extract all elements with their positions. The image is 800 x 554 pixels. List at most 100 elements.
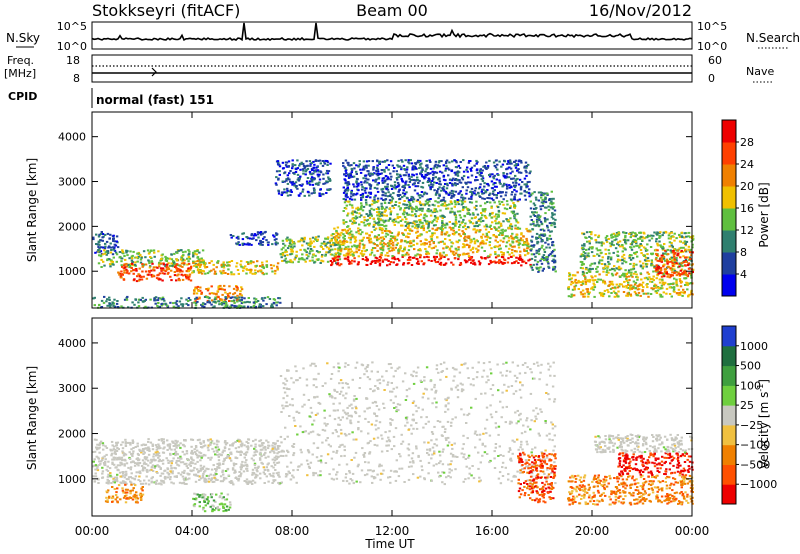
nsearch-label: N.Search xyxy=(746,31,800,45)
scatter-cell xyxy=(394,201,398,203)
scatter-cell xyxy=(298,177,301,180)
scatter-cell xyxy=(489,253,492,256)
scatter-cell xyxy=(378,259,381,261)
scatter-cell xyxy=(580,284,583,286)
scatter-cell xyxy=(441,220,444,222)
scatter-cell xyxy=(657,265,661,268)
scatter-cell xyxy=(605,235,609,238)
scatter-cell xyxy=(415,220,418,223)
scatter-cell xyxy=(507,220,511,223)
scatter-cell xyxy=(240,463,243,466)
scatter-cell xyxy=(397,221,400,224)
scatter-cell xyxy=(582,295,585,298)
scatter-cell xyxy=(673,248,676,251)
scatter-cell xyxy=(278,163,281,166)
scatter-cell xyxy=(140,278,144,281)
scatter-cell xyxy=(380,243,384,246)
scatter-cell xyxy=(461,253,465,256)
scatter-cell xyxy=(310,176,314,179)
scatter-cell xyxy=(344,246,347,249)
scatter-cell xyxy=(488,194,491,197)
scatter-cell xyxy=(613,286,617,289)
scatter-cell xyxy=(535,237,538,240)
scatter-cell xyxy=(403,168,406,170)
scatter-cell xyxy=(210,303,213,306)
scatter-cell xyxy=(142,250,146,253)
scatter-cell xyxy=(400,166,403,169)
scatter-cell xyxy=(610,272,614,275)
scatter-cell xyxy=(469,258,472,261)
scatter-cell xyxy=(533,244,536,247)
scatter-cell xyxy=(335,256,338,259)
scatter-cell xyxy=(492,176,495,179)
scatter-cell xyxy=(322,173,325,176)
scatter-cell xyxy=(448,193,451,196)
scatter-cell xyxy=(594,234,597,237)
scatter-cell xyxy=(254,305,258,308)
scatter-cell xyxy=(678,274,682,277)
scatter-cell xyxy=(417,194,421,197)
scatter-cell xyxy=(150,275,154,278)
scatter-cell xyxy=(506,251,509,254)
scatter-cell xyxy=(291,165,294,168)
scatter-cell xyxy=(388,244,391,247)
scatter-cell xyxy=(541,204,544,207)
scatter-cell xyxy=(523,183,526,186)
scatter-cell xyxy=(351,233,354,236)
scatter-cell xyxy=(293,258,296,261)
scatter-cell xyxy=(420,185,423,188)
scatter-cell xyxy=(294,186,298,189)
scatter-cell xyxy=(422,176,425,178)
scatter-cell xyxy=(633,283,637,286)
scatter-cell xyxy=(488,244,491,247)
scatter-cell xyxy=(644,262,648,265)
scatter-cell xyxy=(126,441,129,444)
scatter-cell xyxy=(433,232,436,235)
scatter-cell xyxy=(137,252,141,255)
scatter-cell xyxy=(668,283,671,286)
scatter-cell xyxy=(178,300,182,303)
scatter-cell xyxy=(653,231,656,234)
scatter-cell xyxy=(506,203,509,206)
scatter-cell xyxy=(670,286,673,289)
scatter-cell xyxy=(286,236,289,239)
scatter-cell xyxy=(642,262,645,265)
power-y-label: Slant Range [km] xyxy=(25,158,39,262)
scatter-cell xyxy=(268,298,272,300)
scatter-cell xyxy=(678,291,681,294)
scatter-cell xyxy=(376,221,379,224)
scatter-cell xyxy=(472,213,475,216)
scatter-cell xyxy=(213,442,216,445)
scatter-cell xyxy=(544,197,547,199)
scatter-cell xyxy=(483,225,486,228)
scatter-cell xyxy=(654,249,658,252)
scatter-cell xyxy=(305,257,309,260)
scatter-cell xyxy=(603,263,607,266)
scatter-cell xyxy=(539,208,543,211)
scatter-cell xyxy=(610,280,614,283)
scatter-cell xyxy=(322,182,325,185)
scatter-cell xyxy=(400,224,403,227)
scatter-cell xyxy=(389,172,392,175)
scatter-cell xyxy=(588,242,591,245)
scatter-cell xyxy=(538,224,541,227)
scatter-cell xyxy=(506,261,510,264)
scatter-cell xyxy=(518,254,522,257)
scatter-cell xyxy=(673,239,676,242)
scatter-cell xyxy=(211,299,214,302)
scatter-cell xyxy=(336,259,339,262)
scatter-cell xyxy=(438,253,442,256)
scatter-cell xyxy=(682,270,686,273)
scatter-cell xyxy=(425,160,428,162)
scatter-cell xyxy=(542,267,545,270)
scatter-cell xyxy=(360,204,363,207)
scatter-cell xyxy=(514,184,517,187)
scatter-cell xyxy=(550,197,553,200)
scatter-cell xyxy=(219,302,222,305)
scatter-cell xyxy=(661,279,664,282)
scatter-cell xyxy=(306,177,310,179)
scatter-cell xyxy=(601,292,604,295)
scatter-cell xyxy=(312,172,315,175)
scatter-cell xyxy=(455,249,458,252)
scatter-cell xyxy=(517,262,520,264)
